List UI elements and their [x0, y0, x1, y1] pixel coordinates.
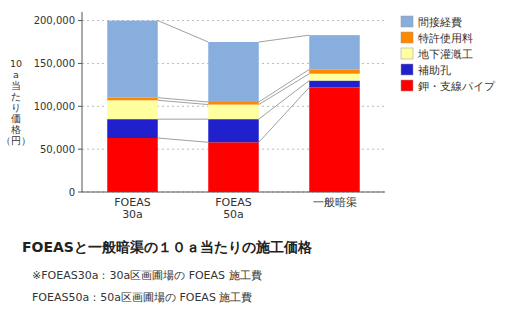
y-tick — [78, 106, 82, 107]
legend-swatch — [401, 64, 413, 75]
y-axis — [82, 12, 83, 192]
bar-segment — [107, 100, 158, 119]
legend-label: 補助孔 — [418, 64, 451, 76]
legend-label: 特許使用料 — [418, 32, 473, 44]
bar-segment — [309, 35, 360, 69]
legend-swatch — [401, 80, 413, 91]
x-axis — [82, 192, 385, 193]
bar-segment — [208, 105, 259, 120]
bar-segment — [208, 119, 259, 142]
bar-segment — [107, 119, 158, 138]
footnote: FOEAS50a：50a区画圃場の FOEAS 施工費 — [32, 291, 252, 304]
connector-line — [259, 74, 310, 105]
y-axis-label: 10a当たり価格（円） — [1, 58, 31, 146]
x-tick-label: 一般暗渠 — [313, 196, 357, 209]
grid — [82, 21, 385, 192]
x-tick-label: FOEAS30a — [114, 196, 150, 221]
connector-line — [158, 21, 209, 42]
y-tick-label: 0 — [69, 187, 75, 198]
bars — [107, 21, 360, 192]
connector-line — [158, 119, 209, 120]
bar-segment — [208, 42, 259, 102]
bar-segment — [208, 142, 259, 192]
y-tick — [78, 192, 82, 193]
bar-segment — [309, 81, 360, 88]
legend: 間接経費特許使用料地下灌漑工補助孔鉀・支線パイプ — [401, 16, 496, 92]
bar-segment — [208, 102, 259, 105]
bar-segment — [107, 138, 158, 192]
bar-segment — [309, 69, 360, 73]
y-tick-label: 200,000 — [34, 15, 75, 26]
connector-line — [158, 98, 209, 102]
grid-line — [82, 192, 385, 193]
legend-swatch — [401, 16, 413, 27]
bar-segment — [107, 98, 158, 101]
bar-segment — [309, 74, 360, 81]
title: FOEASと一般暗渠の１０ａ当たりの施工価格 — [22, 239, 313, 255]
legend-label: 地下灌漑工 — [417, 48, 473, 60]
footnote: ※FOEAS30a：30a区画圃場の FOEAS 施工費 — [32, 269, 262, 282]
bar-segment — [309, 87, 360, 192]
legend-swatch — [401, 48, 413, 59]
chart: 0 50,000 100,000 150,000 200,000 FOEAS30a FOEA… — [0, 0, 530, 328]
y-tick — [78, 63, 82, 64]
y-tick-label: 150,000 — [34, 58, 75, 69]
connector-line — [259, 87, 310, 142]
connector-line — [259, 69, 310, 102]
connector-line — [158, 100, 209, 104]
legend-swatch — [401, 32, 413, 43]
legend-label: 鉀・支線パイプ — [418, 80, 496, 92]
bar-segment — [107, 21, 158, 98]
connector-line — [158, 138, 209, 142]
y-tick — [78, 149, 82, 150]
y-tick-label: 50,000 — [40, 144, 75, 155]
connector-line — [259, 35, 310, 42]
y-tick-label: 100,000 — [34, 101, 75, 112]
x-tick-label: FOEAS50a — [215, 196, 251, 221]
y-tick — [78, 20, 82, 21]
legend-label: 間接経費 — [418, 16, 462, 28]
